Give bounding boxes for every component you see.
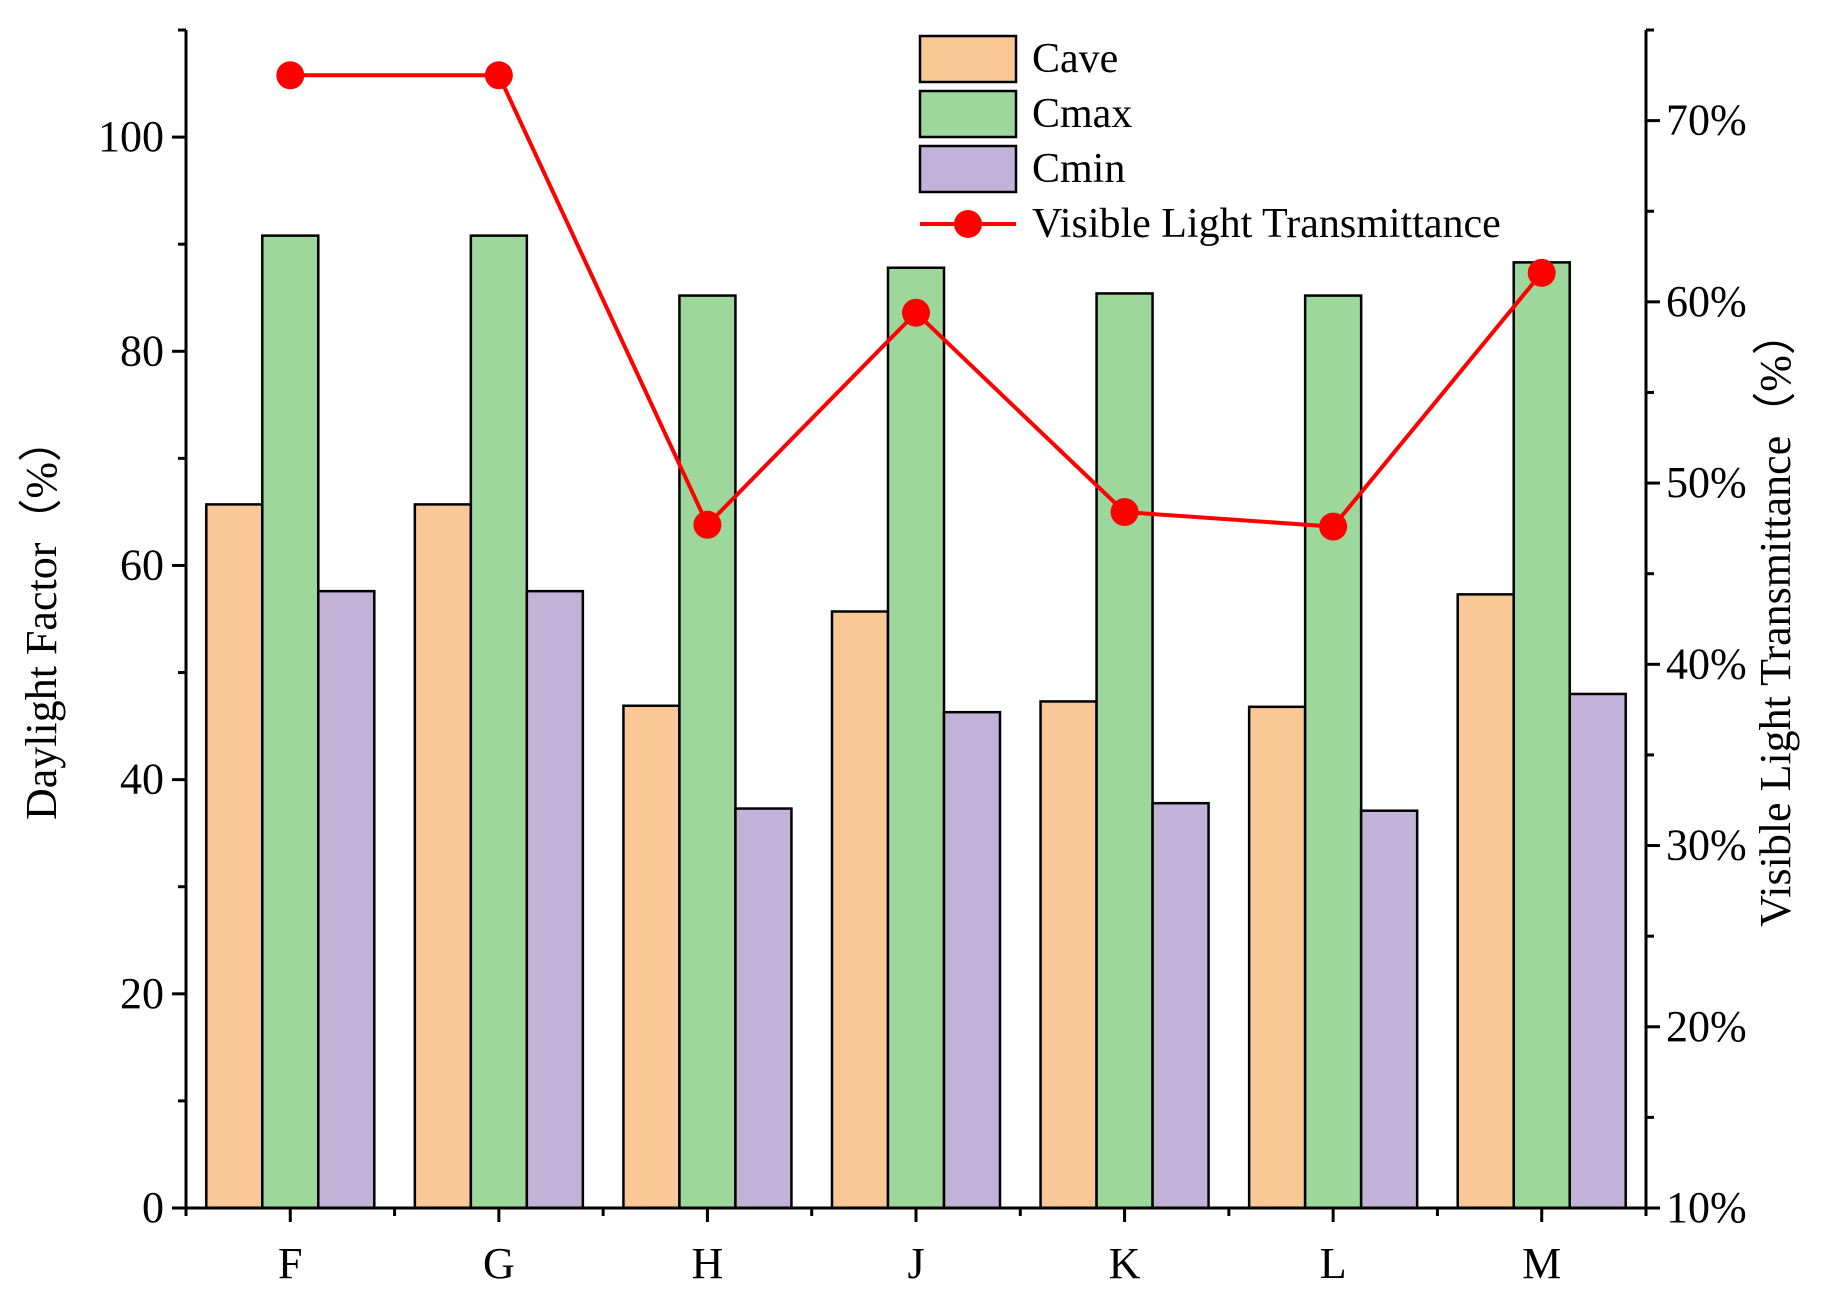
y-tick-label-0: 0 [142,1183,164,1232]
bar-cmin-l [1359,809,1419,1210]
bar-cave-l [1247,705,1307,1210]
y2-axis-title: Visible Light Transmittance（%） [1751,311,1800,927]
transmittance-point-j [902,298,930,327]
bar-cave-g [413,503,473,1210]
bar-cave-k [1039,700,1098,1210]
legend-swatch-transmittance-marker [954,210,982,238]
y-axis-title: Daylight Factor（%） [17,418,66,820]
transmittance-point-f [276,61,305,90]
y2-tick-label-50: 50% [1666,458,1747,507]
bar-cave-h [622,704,681,1210]
y-tick-label-20: 20 [120,969,164,1018]
legend-swatch-cave [918,34,1018,84]
y-tick-label-100: 100 [98,112,164,161]
x-tick-label-f: F [278,1239,302,1288]
y-tick-label-60: 60 [120,540,164,589]
bar-cmin-m [1568,692,1627,1210]
x-tick-label-h: H [692,1239,724,1288]
bar-cmax-l [1303,294,1363,1210]
bar-cmax-j [886,266,946,1210]
x-tick-label-k: K [1109,1239,1141,1288]
legend-label-transmittance: Visible Light Transmittance [1032,201,1501,247]
y2-tick-label-70: 70% [1666,96,1747,145]
y-tick-label-80: 80 [120,326,164,375]
x-tick-label-l: L [1320,1239,1347,1288]
bars-layer [205,234,1627,1210]
legend-label-cmin: Cmin [1032,146,1125,192]
x-tick-label-m: M [1522,1239,1561,1288]
bar-cmax-g [469,234,529,1210]
bar-cmin-k [1151,801,1210,1210]
bar-cmax-f [261,234,320,1210]
x-tick-label-g: G [483,1239,515,1288]
transmittance-point-h [693,510,722,539]
bar-cmin-h [734,807,793,1210]
legend: Cave Cmax Cmin Visible Light Transmittance [918,34,1501,247]
bar-cave-f [205,503,264,1210]
bar-cmax-m [1512,261,1571,1210]
bar-cmax-h [678,294,737,1210]
transmittance-point-l [1319,512,1348,541]
x-tick-label-j: J [907,1239,924,1288]
transmittance-point-g [484,61,513,90]
bar-cmax-k [1095,292,1154,1210]
legend-label-cmax: Cmax [1032,91,1132,137]
y2-tick-label-10: 10% [1666,1183,1747,1232]
bar-cave-m [1456,593,1515,1210]
line-layer [276,61,1556,541]
legend-swatch-cmax [918,89,1018,139]
bar-cave-j [830,610,890,1210]
transmittance-point-k [1110,498,1139,527]
bar-cmin-j [942,710,1002,1210]
bar-cmin-g [525,589,585,1210]
legend-label-cave: Cave [1032,36,1118,82]
y2-tick-label-60: 60% [1666,277,1747,326]
bar-cmin-f [317,589,376,1210]
y2-tick-label-20: 20% [1666,1002,1747,1051]
y-tick-label-40: 40 [120,755,164,804]
transmittance-point-m [1527,258,1556,287]
y2-tick-label-30: 30% [1666,821,1747,870]
legend-swatch-cmin [918,144,1018,194]
axes-layer: 0 20 40 60 80 100 10% 20% 30% 40% 50% 60% 70% F G H J K L M [98,28,1747,1288]
y2-tick-label-40: 40% [1666,639,1747,688]
